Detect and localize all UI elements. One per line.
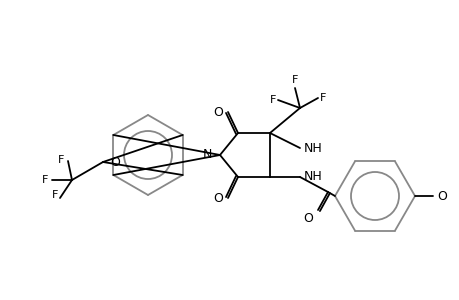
Text: F: F — [269, 95, 275, 105]
Text: O: O — [302, 212, 312, 225]
Text: F: F — [51, 190, 58, 200]
Text: O: O — [213, 106, 223, 118]
Text: F: F — [57, 155, 64, 165]
Text: NH: NH — [303, 142, 322, 154]
Text: F: F — [291, 75, 297, 85]
Text: O: O — [110, 155, 120, 169]
Text: O: O — [213, 191, 223, 205]
Text: F: F — [319, 93, 326, 103]
Text: O: O — [436, 190, 446, 202]
Text: N: N — [202, 148, 212, 161]
Text: NH: NH — [303, 170, 322, 184]
Text: F: F — [41, 175, 48, 185]
